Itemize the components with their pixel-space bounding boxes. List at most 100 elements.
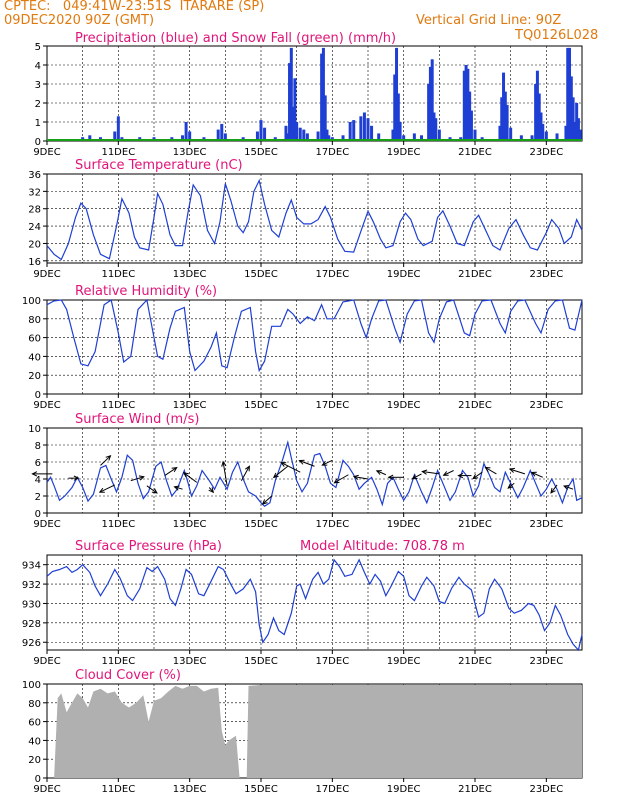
precip-bar (393, 74, 397, 141)
precip-bar (216, 129, 220, 141)
temp-ytick-label: 28 (28, 205, 41, 216)
wind-ytick-label: 6 (35, 458, 41, 469)
wind-arrow-head (387, 474, 394, 480)
cloud-xtick-label: 9DEC (33, 784, 60, 795)
cloud-ytick-label: 20 (28, 755, 41, 766)
wind-arrow (273, 465, 289, 478)
rh-xtick-label: 9DEC (33, 400, 60, 411)
precip-ytick-label: 3 (35, 80, 41, 91)
wind-arrow-head (484, 466, 491, 472)
wind-arrow-head (375, 470, 382, 475)
pressure-annotation: Model Altitude: 708.78 m (300, 539, 465, 554)
wind-arrow-head (138, 475, 145, 481)
precip-bar (341, 135, 345, 141)
pressure-xtick-label: 13DEC (173, 656, 207, 667)
header-grid-note: Vertical Grid Line: 90Z (416, 13, 562, 28)
precip-bar (537, 93, 541, 141)
wind-arrow (412, 473, 422, 480)
wind-arrow (485, 467, 497, 475)
precip-bar (284, 125, 288, 141)
precip-bar (88, 135, 92, 141)
wind-arrow (240, 466, 250, 481)
temp-ytick-label: 20 (28, 239, 41, 250)
wind-ytick-label: 8 (35, 441, 41, 452)
wind-xtick-label: 23DEC (529, 519, 563, 530)
rh-ytick-label: 100 (22, 296, 41, 307)
wind-arrow-head (105, 455, 112, 461)
precip-bar (305, 133, 309, 141)
precip-ytick-label: 1 (35, 118, 41, 129)
precip-bar (116, 116, 120, 141)
temp-xtick-label: 15DEC (244, 269, 278, 280)
precip-bar (323, 95, 327, 141)
cloud-panel: 0 20 40 60 80 100 9DEC 11DEC 13DEC 15DEC 17DEC 19DE… (22, 668, 583, 795)
precip-bar (223, 133, 227, 141)
rh-ytick-label: 80 (28, 315, 41, 326)
cloud-title: Cloud Cover (%) (75, 668, 181, 683)
precip-bar (321, 47, 325, 141)
wind-arrow-head (182, 472, 189, 478)
rh-ytick-label: 60 (28, 334, 41, 345)
pressure-title: Surface Pressure (hPa) (75, 539, 222, 554)
wind-arrow (353, 476, 369, 480)
precip-bar (462, 70, 466, 141)
precip-bar (402, 135, 406, 141)
temp-xtick-label: 9DEC (33, 269, 60, 280)
wind-xtick-label: 21DEC (458, 519, 492, 530)
cloud-ytick-label: 0 (35, 774, 41, 785)
wind-arrow (550, 484, 558, 494)
precip-bar (466, 68, 470, 141)
rh-ytick-label: 20 (28, 371, 41, 382)
precip-bar (498, 125, 502, 141)
precip-bar (535, 70, 539, 141)
wind-ytick-label: 10 (28, 424, 41, 435)
wind-arrow-head (298, 459, 305, 465)
precip-bar (509, 127, 513, 141)
rh-ytick-label: 0 (35, 390, 41, 401)
precip-bar (263, 127, 267, 141)
cloud-xtick-label: 15DEC (244, 784, 278, 795)
precip-bar (348, 122, 352, 141)
rh-xtick-label: 13DEC (173, 400, 207, 411)
precip-bar (578, 129, 582, 141)
precip-bar (564, 125, 568, 141)
precip-ytick-label: 2 (35, 99, 41, 110)
cloud-xtick-label: 19DEC (387, 784, 421, 795)
rh-xtick-label: 23DEC (529, 400, 563, 411)
precip-xtick-label: 17DEC (315, 147, 349, 158)
wind-arrow-head (171, 466, 178, 473)
wind-arrow-head (507, 483, 514, 489)
precip-bar (184, 122, 188, 141)
precip-bar (395, 47, 399, 141)
precip-bar (437, 129, 441, 141)
rh-xtick-label: 17DEC (315, 400, 349, 411)
wind-arrow (443, 470, 454, 476)
precip-panel: 0 1 2 3 4 5 9DEC 11DEC 13DEC 15DEC 17DEC 19DEC 21DEC… (33, 31, 583, 158)
pressure-ytick-label: 934 (22, 561, 41, 572)
precip-bar (259, 120, 263, 141)
precip-bar (469, 110, 473, 141)
precip-bar (188, 131, 192, 141)
temp-xtick-label: 23DEC (529, 269, 563, 280)
temp-frame (46, 173, 583, 264)
precip-bar (420, 135, 423, 141)
precip-bar (362, 112, 366, 141)
wind-xtick-label: 13DEC (173, 519, 207, 530)
wind-panel: 0 2 4 6 8 10 9DEC 11DEC 13DEC 15DEC 17DEC 19DEC 21DE… (28, 412, 583, 530)
wind-arrow-head (321, 460, 328, 466)
rh-xtick-label: 19DEC (387, 400, 421, 411)
pressure-panel: 926 928 930 932 934 9DEC 11DEC 13DEC 15DEC 17DEC 1… (22, 539, 583, 667)
precip-bar (576, 118, 580, 141)
wind-arrow (472, 471, 483, 480)
precip-bar (391, 129, 395, 141)
pressure-series-line (46, 558, 583, 652)
wind-arrow (262, 495, 273, 505)
wind-arrow-head (563, 485, 570, 490)
precip-bar (502, 72, 506, 141)
precip-bar (503, 91, 507, 141)
wind-arrow-head (173, 485, 180, 491)
wind-xtick-label: 19DEC (387, 519, 421, 530)
wind-arrow-head (352, 474, 359, 480)
precip-bar (181, 135, 185, 141)
cloud-xtick-label: 17DEC (315, 784, 349, 795)
